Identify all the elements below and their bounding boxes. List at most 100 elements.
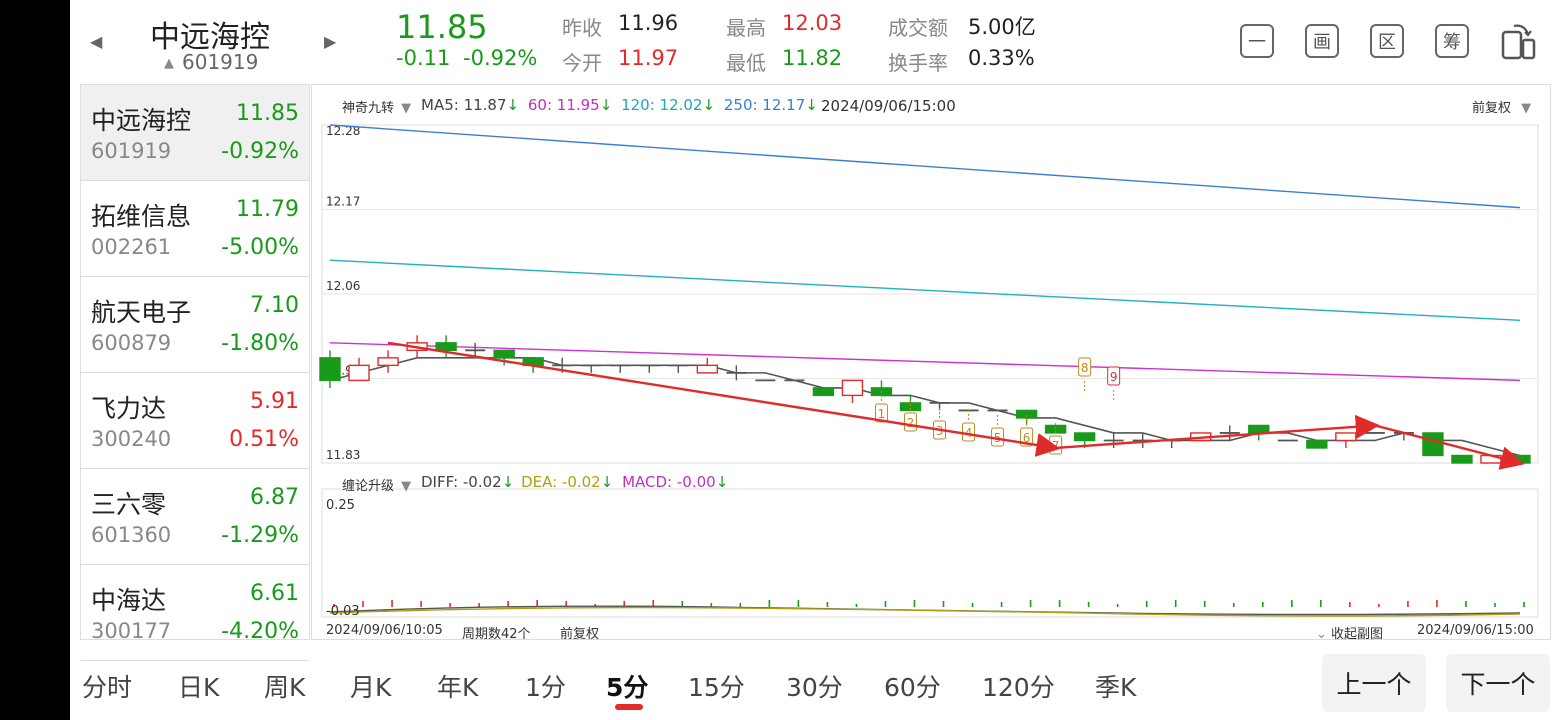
end-time: 2024/09/06/15:00 bbox=[1417, 623, 1534, 638]
change-amount: -0.11 bbox=[396, 46, 451, 70]
nine-turn-box bbox=[1078, 357, 1092, 377]
app-root: ◀ 中远海控 ▲ 601919 ▶ 11.85 -0.11 -0.92% 昨收 … bbox=[70, 0, 1560, 720]
watchlist-item[interactable]: 拓维信息 002261 11.79 -5.00% bbox=[81, 181, 309, 277]
watchlist-name: 拓维信息 bbox=[91, 202, 192, 231]
candle-body bbox=[841, 379, 864, 397]
down-arrow-icon: ↓ bbox=[506, 96, 520, 114]
ma-legend: MA5: 11.87↓ 60: 11.95↓ 120: 12.02↓ 250: … bbox=[421, 96, 818, 114]
turnover-rate-value: 0.33% bbox=[968, 46, 1035, 70]
chart-panel: 神奇九转 ▼ MA5: 11.87↓ 60: 11.95↓ 120: 12.02… bbox=[311, 84, 1551, 642]
prev-stock-arrow-icon[interactable]: ◀ bbox=[90, 32, 103, 51]
low-value: 11.82 bbox=[782, 46, 843, 70]
change-percent: -0.92% bbox=[463, 46, 538, 70]
candle-body bbox=[1073, 432, 1096, 442]
nine-turn-label: 3 bbox=[936, 424, 944, 438]
prev-close-value: 11.96 bbox=[618, 11, 679, 35]
watchlist-code: 601919 bbox=[91, 139, 172, 163]
tab-period[interactable]: 月K bbox=[350, 673, 392, 702]
sub-indicator-select[interactable]: 缠论升级 ▼ bbox=[342, 475, 411, 494]
draw-icon[interactable]: 画 bbox=[1305, 24, 1339, 58]
stock-name: 中远海控 bbox=[150, 20, 270, 55]
zone-icon[interactable]: 区 bbox=[1370, 24, 1404, 58]
next-stock-arrow-icon[interactable]: ▶ bbox=[324, 32, 337, 51]
y-tick-label: 12.28 bbox=[326, 124, 360, 138]
nine-turn-label: 6 bbox=[1023, 431, 1031, 445]
collapse-sub-label: 收起副图 bbox=[1331, 627, 1384, 642]
down-arrow-icon: ↓ bbox=[599, 96, 613, 114]
tab-period[interactable]: 周K bbox=[264, 673, 306, 702]
current-price: 11.85 bbox=[396, 8, 488, 46]
down-arrow-icon: ↓ bbox=[805, 96, 818, 114]
start-time: 2024/09/06/10:05 bbox=[326, 623, 443, 638]
sub-y-bottom: -0.03 bbox=[326, 604, 360, 619]
prev-close-label: 昨收 bbox=[562, 16, 602, 40]
candle-body bbox=[1248, 424, 1270, 434]
candle-body bbox=[493, 349, 515, 359]
adjust-select[interactable]: 前复权 ▼ bbox=[1472, 97, 1531, 116]
watchlist-percent: -4.20% bbox=[221, 619, 299, 644]
tab-period[interactable]: 1分 bbox=[525, 673, 566, 702]
open-label: 今开 bbox=[562, 51, 602, 75]
candle-body bbox=[1015, 409, 1038, 419]
tab-period[interactable]: 年K bbox=[437, 673, 479, 702]
watchlist-price: 5.91 bbox=[250, 389, 299, 414]
watchlist-price: 7.10 bbox=[250, 293, 299, 318]
dea-line bbox=[329, 606, 1521, 617]
ma120-label: 120: 12.02 bbox=[621, 96, 703, 114]
nine-turn-box bbox=[1107, 366, 1121, 386]
tab-period[interactable]: 季K bbox=[1095, 673, 1137, 702]
main-timestamp: 2024/09/06/15:00 bbox=[821, 97, 956, 115]
tab-period[interactable]: 15分 bbox=[688, 673, 745, 702]
turnover-label: 成交额 bbox=[888, 16, 948, 40]
watchlist-percent: -1.80% bbox=[221, 331, 299, 356]
tab-period[interactable]: 120分 bbox=[982, 673, 1055, 702]
watchlist-name: 三六零 bbox=[91, 490, 167, 519]
chevron-down-icon: ▼ bbox=[401, 479, 412, 494]
candle-body bbox=[377, 357, 399, 367]
watchlist-item[interactable]: 三六零 601360 6.87 -1.29% bbox=[81, 469, 309, 565]
watchlist-price: 11.85 bbox=[236, 101, 299, 126]
high-label: 最高 bbox=[726, 16, 766, 40]
trend-arrow bbox=[387, 341, 1061, 457]
down-arrow-icon: ↓ bbox=[600, 473, 614, 491]
tab-period[interactable]: 5分 bbox=[606, 673, 649, 702]
candle-body bbox=[1422, 432, 1444, 457]
chevron-down-icon: ▼ bbox=[401, 101, 412, 116]
active-tab-indicator bbox=[615, 704, 643, 710]
nine-turn-label: 4 bbox=[965, 426, 973, 440]
candle-body bbox=[1306, 439, 1328, 449]
watchlist-name: 飞力达 bbox=[91, 394, 167, 423]
nine-turn-box bbox=[1020, 427, 1034, 447]
tab-period[interactable]: 60分 bbox=[884, 673, 941, 702]
tab-period[interactable]: 分时 bbox=[82, 673, 133, 702]
watchlist-percent: -5.00% bbox=[221, 235, 299, 260]
chip-icon[interactable]: 筹 bbox=[1435, 24, 1469, 58]
watchlist-item[interactable]: 中海达 300177 6.61 -4.20% bbox=[81, 565, 309, 661]
nine-turn-label: 7 bbox=[1052, 439, 1060, 453]
watchlist-code: 300240 bbox=[91, 427, 172, 451]
next-stock-button[interactable]: 下一个 bbox=[1446, 654, 1550, 712]
main-indicator-select[interactable]: 神奇九转 ▼ bbox=[342, 97, 411, 116]
phone-rotate-icon[interactable] bbox=[1500, 22, 1536, 60]
watchlist-percent: 0.51% bbox=[229, 427, 299, 452]
main-indicator-name: 神奇九转 bbox=[342, 101, 395, 116]
nine-turn-box bbox=[962, 422, 976, 442]
ma-line-120 bbox=[329, 259, 1521, 321]
watchlist-name: 航天电子 bbox=[91, 298, 192, 327]
watchlist-item[interactable]: 飞力达 300240 5.91 0.51% bbox=[81, 373, 309, 469]
prev-stock-button[interactable]: 上一个 bbox=[1322, 654, 1426, 712]
tab-period[interactable]: 日K bbox=[178, 673, 220, 702]
collapse-sub-button[interactable]: ⌄ 收起副图 bbox=[1316, 623, 1383, 642]
down-arrow-icon: ↓ bbox=[702, 96, 716, 114]
open-value: 11.97 bbox=[618, 46, 679, 70]
watchlist-percent: -0.92% bbox=[221, 139, 299, 164]
trend-arrow bbox=[1055, 414, 1380, 450]
tab-period[interactable]: 30分 bbox=[786, 673, 843, 702]
minus-icon[interactable]: 一 bbox=[1240, 24, 1274, 58]
watchlist-price: 11.79 bbox=[236, 197, 299, 222]
sub-indicator-name: 缠论升级 bbox=[342, 479, 395, 494]
watchlist-item[interactable]: 中远海控 601919 11.85 -0.92% bbox=[81, 85, 309, 181]
watchlist-item[interactable]: 航天电子 600879 7.10 -1.80% bbox=[81, 277, 309, 373]
nine-turn-box bbox=[874, 403, 888, 423]
